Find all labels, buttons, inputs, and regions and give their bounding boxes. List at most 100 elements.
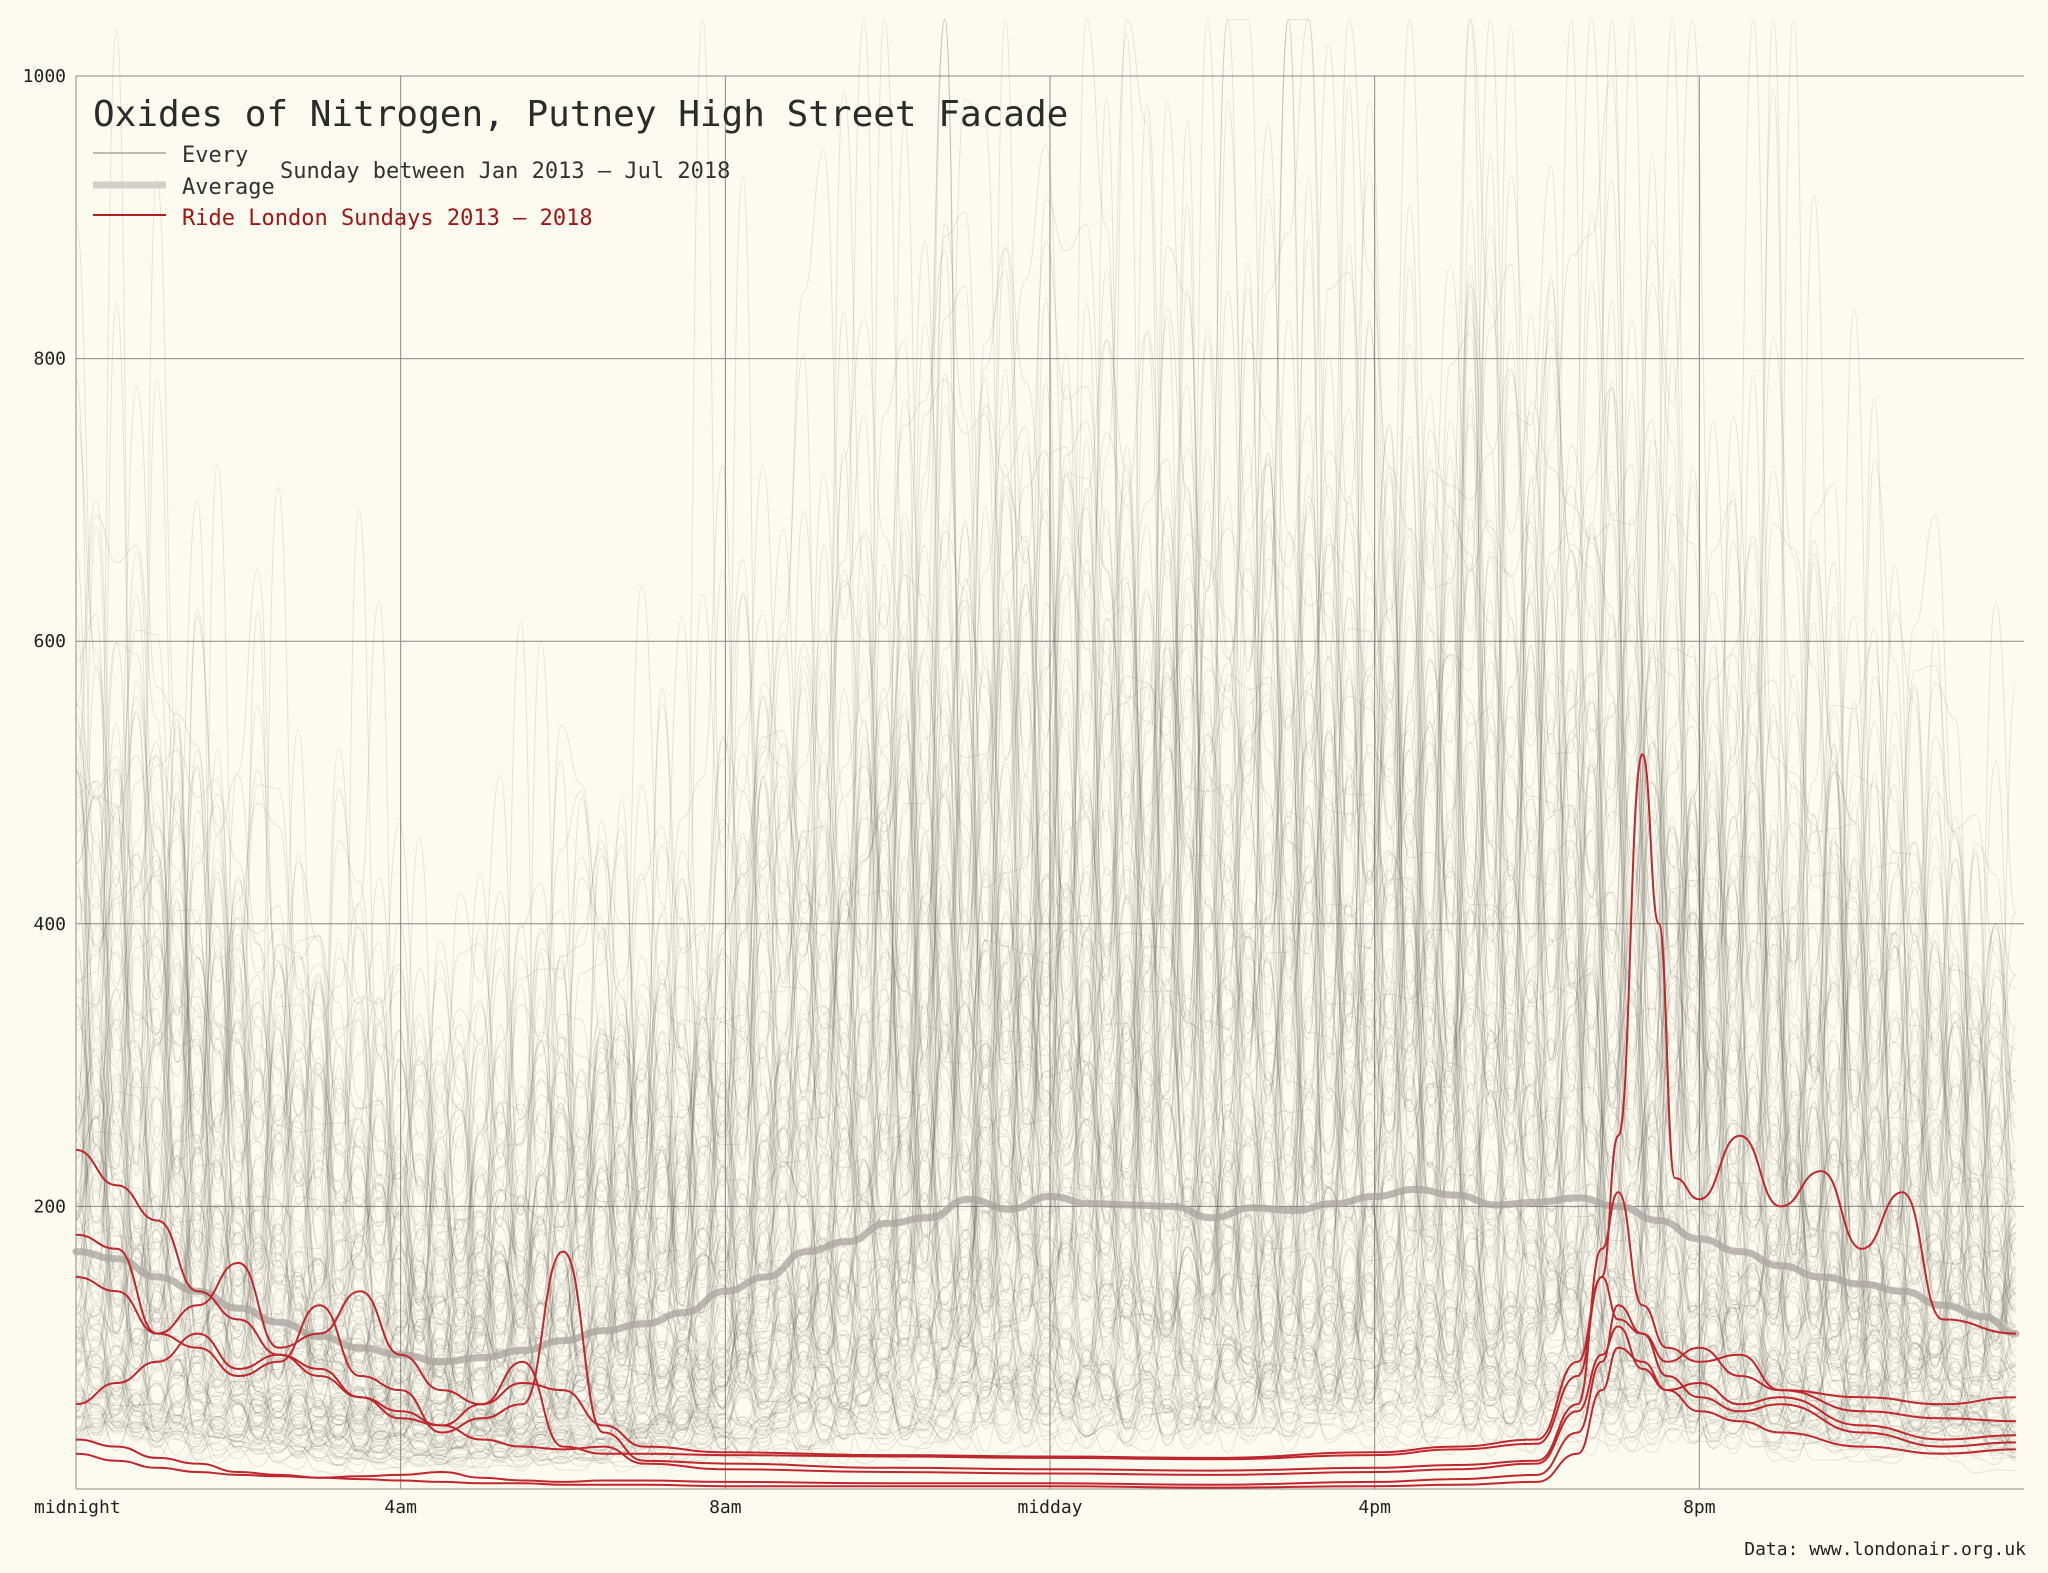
- every-sunday-line: [75, 1070, 2017, 1407]
- every-sunday-line: [75, 1161, 2017, 1451]
- legend-ride-label: Ride London Sundays 2013 – 2018: [182, 206, 593, 231]
- every-sunday-line: [75, 1320, 2016, 1476]
- every-sunday-line: [75, 854, 2017, 1421]
- every-sunday-line: [75, 1224, 2017, 1466]
- y-tick-label: 1000: [23, 66, 66, 87]
- every-sunday-line: [75, 1103, 2016, 1454]
- every-sunday-line: [75, 299, 2017, 1375]
- x-tick-label: midnight: [34, 1497, 121, 1518]
- every-sunday-line: [75, 86, 2017, 1374]
- every-sunday-line: [75, 995, 2016, 1456]
- every-sunday-line: [75, 1264, 2016, 1461]
- every-sunday-line: [75, 18, 2016, 1252]
- every-sunday-line: [75, 961, 2017, 1465]
- legend-average-label: Average: [182, 175, 275, 200]
- every-sunday-line: [75, 853, 2016, 1415]
- every-sunday-line: [75, 1238, 2016, 1465]
- grid-lines: [75, 75, 2024, 1490]
- every-sunday-line: [75, 929, 2017, 1445]
- ride-london-line: [75, 1325, 2016, 1476]
- every-sunday-line: [75, 1306, 2016, 1464]
- legend-every-label: Every: [182, 143, 248, 168]
- ride-london-line: [75, 1261, 2016, 1459]
- every-sunday-line: [75, 302, 2017, 1354]
- every-sunday-line: [75, 1307, 2017, 1460]
- every-sunday-line: [75, 18, 2016, 1350]
- every-sunday-line: [75, 1264, 2016, 1465]
- every-sunday-line: [75, 765, 2017, 1367]
- every-sunday-line: [75, 1113, 2016, 1452]
- every-sunday-line: [75, 1317, 2016, 1474]
- legend: Every Average Sunday between Jan 2013 – …: [93, 143, 730, 231]
- every-sunday-line: [75, 1153, 2016, 1441]
- every-sunday-line: [75, 90, 2017, 1332]
- every-sunday-line: [75, 1109, 2016, 1448]
- ride-london-line: [75, 1346, 2016, 1489]
- every-sunday-line: [75, 878, 2016, 1415]
- every-sunday-line: [75, 25, 2017, 1333]
- every-sunday-line: [75, 1324, 2016, 1466]
- every-sunday-line: [75, 18, 2017, 1339]
- every-sunday-line: [75, 507, 2017, 1388]
- every-sunday-line: [75, 43, 2016, 1322]
- every-sunday-line: [75, 552, 2017, 1389]
- every-sunday-line: [75, 894, 2017, 1397]
- every-sunday-line: [75, 144, 2017, 1291]
- every-sunday-line: [75, 297, 2017, 1320]
- every-sunday-line: [75, 1216, 2017, 1443]
- every-sunday-line: [75, 1147, 2016, 1440]
- every-sunday-line: [75, 18, 2017, 1299]
- every-sunday-line: [75, 1004, 2017, 1437]
- every-sunday-line: [75, 1349, 2017, 1463]
- every-sunday-line: [75, 791, 2016, 1411]
- every-sunday-line: [75, 566, 2017, 1396]
- chart-title: Oxides of Nitrogen, Putney High Street F…: [93, 94, 1068, 135]
- every-sunday-line: [75, 800, 2016, 1445]
- every-sunday-line: [75, 334, 2017, 1392]
- every-sunday-line: [75, 18, 2017, 1367]
- every-sunday-line: [75, 889, 2017, 1367]
- every-sunday-line: [75, 87, 2017, 1275]
- every-sunday-line: [75, 626, 2017, 1383]
- every-sunday-line: [75, 18, 2017, 1303]
- y-tick-label: 600: [33, 631, 66, 652]
- every-sunday-line: [75, 1246, 2016, 1445]
- every-sunday-line: [75, 1251, 2016, 1474]
- every-sunday-line: [75, 803, 2017, 1406]
- every-sunday-line: [75, 1226, 2016, 1455]
- y-tick-label: 400: [33, 914, 66, 935]
- every-sunday-line: [75, 1323, 2017, 1465]
- axis-ticks: 200 400 600 800 1000 midnight 4am 8am midday 4pm 8…: [23, 66, 1716, 1518]
- every-sunday-line: [75, 357, 2017, 1416]
- y-tick-label: 800: [33, 349, 66, 370]
- every-sunday-line: [75, 1331, 2016, 1467]
- every-sunday-line: [75, 926, 2017, 1443]
- every-sunday-line: [75, 695, 2017, 1405]
- every-sunday-line: [75, 1008, 2017, 1460]
- every-sunday-line: [75, 873, 2016, 1431]
- every-sunday-line: [75, 1358, 2016, 1469]
- every-sunday-line: [75, 18, 2017, 1286]
- every-sunday-line: [75, 1366, 2017, 1469]
- every-sunday-line: [75, 1091, 2016, 1422]
- every-sunday-line: [75, 276, 2017, 1331]
- every-sunday-line: [75, 839, 2017, 1408]
- every-sunday-line: [75, 123, 2017, 1381]
- every-sunday-line: [75, 18, 2017, 1330]
- every-sunday-line: [75, 99, 2017, 1362]
- every-sunday-line: [75, 154, 2017, 1289]
- every-sunday-line: [75, 1077, 2017, 1455]
- every-sunday-line: [75, 402, 2017, 1345]
- every-sunday-line: [75, 1344, 2016, 1474]
- every-sunday-line: [75, 1069, 2016, 1433]
- ride-london-lines: [75, 753, 2016, 1489]
- every-sunday-line: [75, 1287, 2016, 1460]
- every-sunday-line: [75, 1141, 2017, 1440]
- every-sunday-line: [75, 18, 2017, 1378]
- every-sunday-line: [75, 370, 2017, 1298]
- every-sunday-line: [75, 1059, 2017, 1453]
- every-sunday-line: [75, 512, 2017, 1337]
- every-sunday-line: [75, 18, 2017, 1399]
- x-tick-label: 4pm: [1358, 1497, 1391, 1518]
